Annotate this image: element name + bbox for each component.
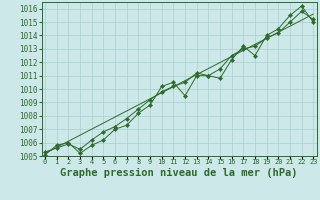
X-axis label: Graphe pression niveau de la mer (hPa): Graphe pression niveau de la mer (hPa) [60, 168, 298, 178]
